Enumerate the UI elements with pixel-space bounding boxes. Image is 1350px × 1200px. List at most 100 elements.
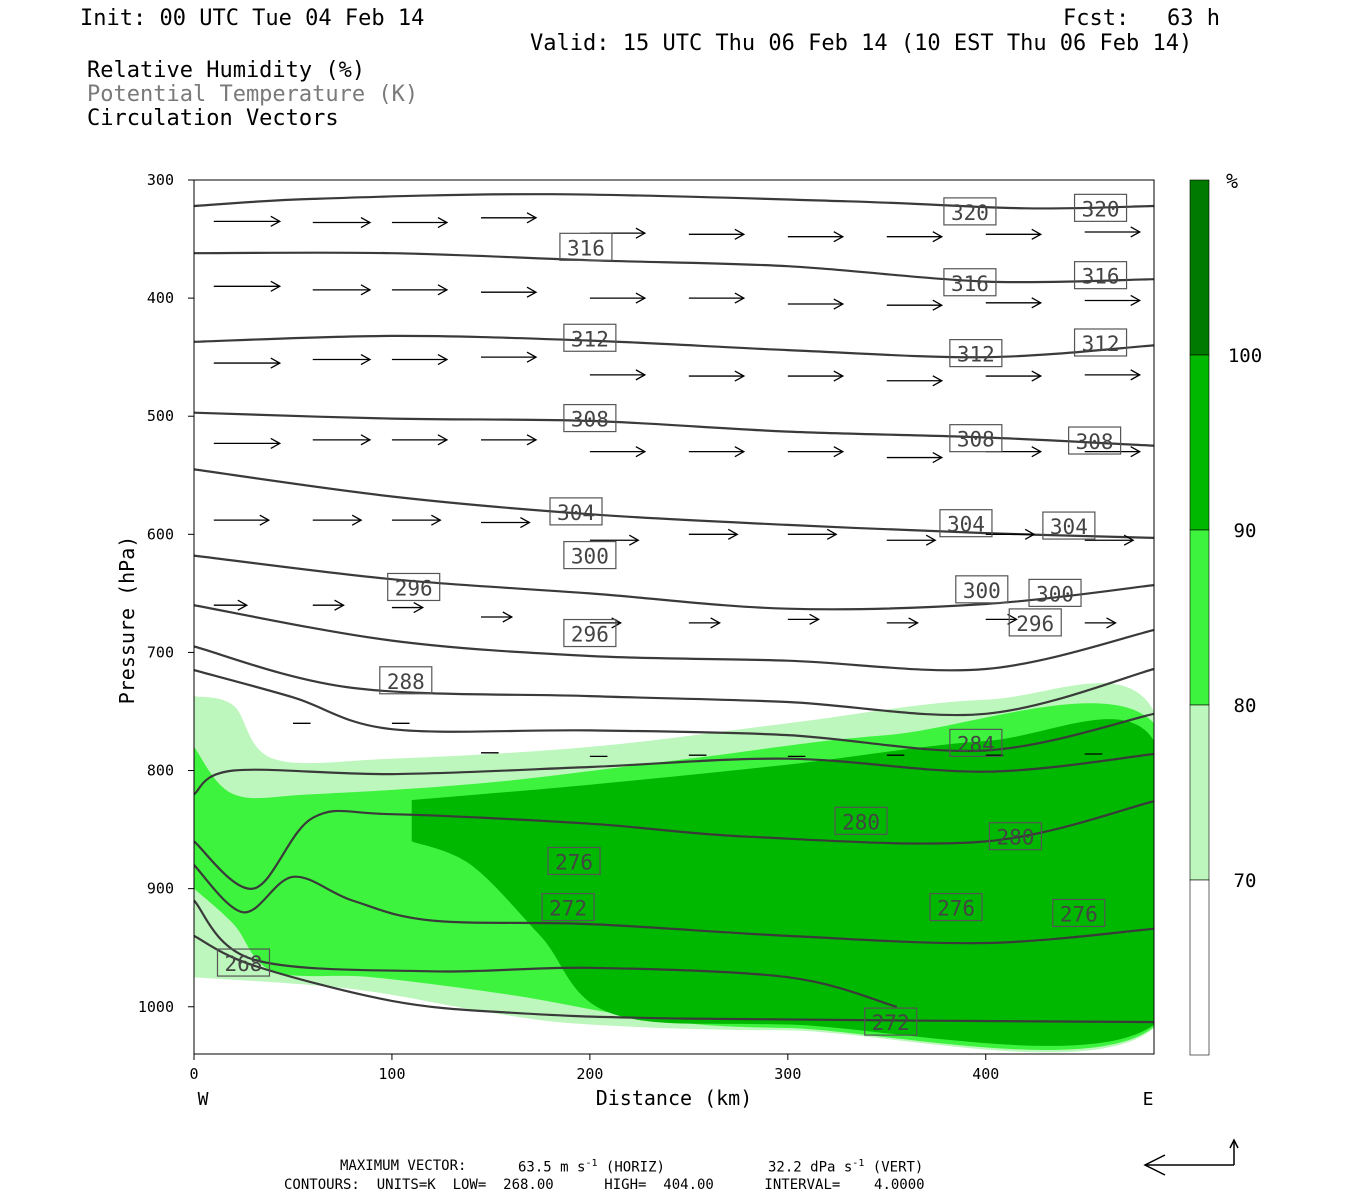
svg-text:312: 312 <box>1082 332 1120 356</box>
wind-vector <box>886 451 944 464</box>
svg-text:296: 296 <box>395 576 433 600</box>
x-tick-label: 400 <box>972 1065 999 1083</box>
contour-label-300: 300 <box>955 575 1009 604</box>
wind-vector <box>481 611 514 623</box>
contour-label-312: 312 <box>563 323 617 352</box>
legend-rh: Relative Humidity (%) <box>87 58 366 83</box>
wind-vector <box>213 514 271 526</box>
x-tick-label: 200 <box>576 1065 603 1083</box>
svg-text:308: 308 <box>957 428 995 452</box>
footer-max-vector-vert: 32.2 dPa s-1 (VERT) <box>768 1158 924 1176</box>
svg-text:280: 280 <box>996 826 1034 850</box>
contour-label-272: 272 <box>864 1007 918 1036</box>
contour-label-304: 304 <box>939 509 993 538</box>
contour-label-300: 300 <box>563 540 617 570</box>
wind-vector <box>312 284 372 296</box>
y-tick-label: 1000 <box>138 998 174 1016</box>
colorbar-label: 80 <box>1234 695 1257 717</box>
y-tick-label: 800 <box>147 762 174 780</box>
colorbar-label: 90 <box>1234 520 1257 542</box>
contour-label-312: 312 <box>1073 328 1128 357</box>
wind-vector <box>391 601 425 614</box>
contour-label-272: 272 <box>541 892 595 922</box>
wind-vector <box>213 357 282 369</box>
colorbar-unit: % <box>1226 169 1238 193</box>
wind-vector <box>985 370 1043 382</box>
svg-text:316: 316 <box>951 272 989 296</box>
contour-label-316: 316 <box>943 268 997 297</box>
rh-region-90 <box>411 719 1154 1046</box>
contour-label-320: 320 <box>943 197 997 226</box>
wind-vector <box>1154 232 1187 242</box>
colorbar: 100 90 80 70 <box>1189 179 1262 1056</box>
contour-labels: 320 320 316 316 316 312 312 312 308 308 308 304 304 3… <box>216 193 1128 1036</box>
svg-text:304: 304 <box>557 501 595 525</box>
y-tick-label: 500 <box>147 407 174 425</box>
wind-vector <box>481 516 531 529</box>
wind-vector <box>787 613 820 625</box>
wind-vector <box>481 286 538 298</box>
contour-label-308: 308 <box>949 424 1003 453</box>
wind-vector <box>213 599 249 611</box>
svg-text:284: 284 <box>957 732 995 756</box>
svg-text:312: 312 <box>957 343 995 367</box>
wind-vector <box>1154 371 1187 381</box>
isentrope-280 <box>194 800 1154 890</box>
isentrope-292 <box>194 645 1154 717</box>
footer-max-vector-horiz: 63.5 m s-1 (HORIZ) <box>518 1158 665 1176</box>
svg-text:304: 304 <box>947 513 985 537</box>
footer-max-vector-label: MAXIMUM VECTOR: <box>340 1158 467 1174</box>
x-tick-label: 0 <box>189 1065 198 1083</box>
wind-vector <box>1084 446 1142 458</box>
wind-vector <box>787 231 845 243</box>
svg-text:280: 280 <box>842 810 880 834</box>
wind-vector <box>1084 294 1142 307</box>
forecast-label: Fcst: <box>1063 6 1130 31</box>
wind-vector <box>312 434 372 446</box>
y-tick-label: 700 <box>147 643 174 661</box>
isentrope-304 <box>194 468 1154 539</box>
wind-vector <box>985 613 1018 625</box>
wind-vector <box>589 534 640 546</box>
svg-text:300: 300 <box>1036 582 1074 606</box>
contour-label-304: 304 <box>1042 511 1096 540</box>
wind-vector <box>1084 369 1142 381</box>
wind-vector <box>213 437 282 449</box>
contour-label-300: 300 <box>1028 578 1082 607</box>
wind-vector <box>1084 534 1135 546</box>
svg-text:308: 308 <box>1076 430 1114 454</box>
svg-text:316: 316 <box>567 236 605 260</box>
svg-text:320: 320 <box>1082 197 1120 221</box>
wind-vector <box>481 212 538 224</box>
wind-vector <box>688 292 746 304</box>
wind-vector <box>886 617 919 629</box>
wind-vector <box>688 370 746 382</box>
svg-text:296: 296 <box>1016 612 1054 636</box>
svg-text:268: 268 <box>225 952 263 976</box>
potential-temperature-contours <box>194 193 1154 1024</box>
wind-vector <box>985 528 1036 540</box>
wind-vector <box>1154 300 1187 310</box>
colorbar-label: 70 <box>1234 870 1257 892</box>
isentrope-308 <box>194 411 1154 447</box>
plot-frame <box>193 179 1155 1055</box>
contour-label-296: 296 <box>387 572 441 602</box>
axes: 300 400 500 600 700 800 900 1000 0 100 200 300 400 <box>138 171 999 1083</box>
svg-text:312: 312 <box>571 327 609 351</box>
contour-label-268: 268 <box>216 948 271 977</box>
y-tick-label: 600 <box>147 525 174 543</box>
contour-label-316: 316 <box>1073 261 1128 290</box>
circulation-vectors <box>213 212 1187 758</box>
colorbar-segment <box>1189 529 1210 706</box>
contour-label-308: 308 <box>1068 426 1122 455</box>
contour-label-308: 308 <box>563 403 617 433</box>
contour-label-320: 320 <box>1073 193 1128 222</box>
contour-label-276: 276 <box>1052 898 1106 928</box>
svg-text:316: 316 <box>1082 265 1120 289</box>
wind-vector <box>886 534 937 546</box>
y-tick-label: 300 <box>147 171 174 189</box>
contour-label-312: 312 <box>949 339 1003 368</box>
contour-label-296: 296 <box>1008 608 1062 637</box>
wind-vector <box>481 351 538 363</box>
wind-vector <box>312 514 363 526</box>
